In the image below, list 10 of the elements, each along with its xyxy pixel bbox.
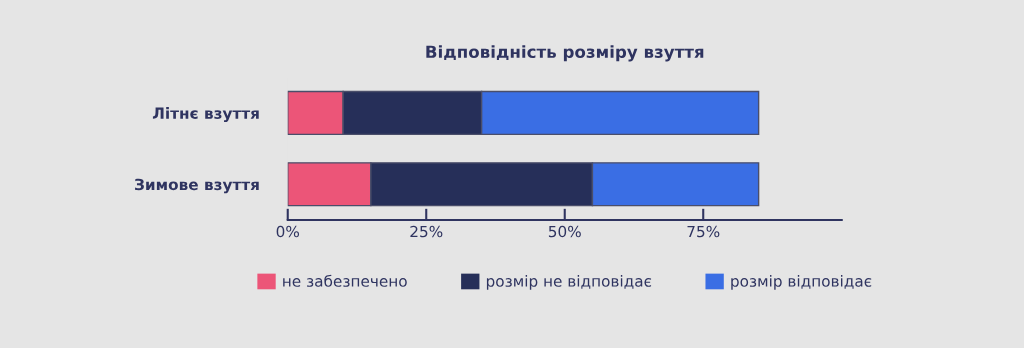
x-tick-label: 0% <box>276 225 300 238</box>
legend-label: розмір відповідає <box>731 275 872 290</box>
legend-label: розмір не відповідає <box>486 275 652 290</box>
chart-title: Відповідність розміру взуття <box>426 45 704 62</box>
x-tick-label: 25% <box>410 225 443 238</box>
y-tick-label: Зимове взуття <box>135 178 259 194</box>
x-tick-label: 75% <box>687 225 720 238</box>
legend-label: не забезпечено <box>283 274 407 287</box>
y-tick-label: Літнє взуття <box>152 107 259 123</box>
x-tick-label: 50% <box>548 225 581 238</box>
